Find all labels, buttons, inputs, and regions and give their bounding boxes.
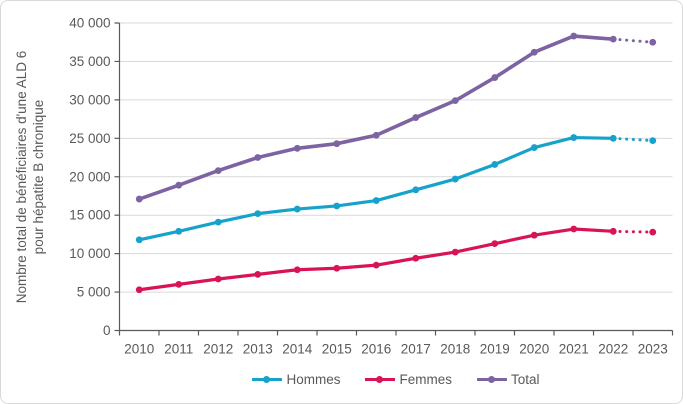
data-point-total-2020 — [530, 48, 538, 56]
data-point-total-2017 — [412, 114, 420, 121]
data-point-hommes-2010 — [135, 236, 143, 244]
x-tick-label: 2021 — [559, 342, 589, 357]
data-point-femmes-2011 — [175, 280, 183, 288]
data-point-hommes-2013 — [254, 210, 262, 218]
data-point-total-2021 — [570, 32, 578, 40]
data-point-total-2013 — [254, 154, 262, 161]
series-dotted-segment-total — [611, 37, 655, 44]
data-point-total-2015 — [333, 140, 341, 148]
data-point-total-2014 — [293, 144, 301, 152]
data-point-hommes-2017 — [412, 186, 420, 194]
series-dotted-segment-hommes — [611, 136, 655, 143]
series-dotted-segment-femmes — [611, 229, 655, 234]
data-point-total-2016 — [372, 131, 380, 139]
y-tick-label: 25 000 — [69, 131, 110, 146]
x-tick-label: 2018 — [440, 342, 470, 357]
data-point-hommes-2023 — [649, 137, 657, 145]
x-tick-label: 2014 — [282, 342, 313, 357]
data-point-total-2010 — [135, 195, 143, 203]
data-point-femmes-2022 — [609, 227, 617, 235]
data-point-hommes-2012 — [214, 218, 222, 226]
data-point-femmes-2016 — [372, 261, 380, 269]
data-point-femmes-2015 — [333, 264, 341, 272]
data-point-femmes-2013 — [254, 270, 262, 278]
x-tick-label: 2010 — [124, 342, 154, 357]
x-tick-label: 2023 — [638, 342, 668, 357]
data-point-hommes-2018 — [451, 175, 459, 183]
data-point-femmes-2017 — [412, 254, 420, 262]
x-tick-label: 2012 — [203, 342, 233, 357]
legend-item-total: Total — [477, 372, 540, 387]
data-point-hommes-2020 — [530, 144, 538, 151]
data-point-total-2018 — [451, 97, 459, 105]
series-line-femmes — [139, 227, 614, 292]
data-point-total-2022 — [609, 35, 617, 43]
legend-marker-total-icon — [477, 375, 507, 384]
data-point-hommes-2014 — [293, 205, 301, 213]
x-tick-label: 2020 — [519, 342, 549, 357]
x-tick-label: 2017 — [401, 342, 431, 357]
series-line-hommes — [138, 135, 614, 242]
legend-label-femmes: Femmes — [399, 371, 452, 387]
data-point-femmes-2014 — [293, 266, 301, 274]
data-point-total-2012 — [214, 167, 222, 175]
y-tick-label: 10 000 — [69, 246, 110, 261]
data-point-femmes-2021 — [570, 225, 578, 233]
y-tick-label: 20 000 — [69, 169, 110, 184]
legend-item-femmes: Femmes — [365, 372, 452, 387]
y-tick-label: 5 000 — [77, 285, 111, 300]
data-point-femmes-2023 — [649, 228, 657, 236]
data-point-femmes-2020 — [530, 231, 538, 239]
legend-item-hommes: Hommes — [252, 372, 340, 387]
x-tick-label: 2011 — [164, 342, 193, 357]
y-tick-label: 35 000 — [69, 54, 110, 69]
legend-marker-femmes-icon — [365, 375, 396, 384]
data-point-hommes-2015 — [333, 202, 341, 210]
data-point-total-2023 — [649, 38, 657, 46]
data-point-hommes-2022 — [609, 134, 617, 142]
x-tick-label: 2019 — [480, 342, 510, 357]
y-tick-label: 30 000 — [69, 92, 110, 107]
y-tick-label: 40 000 — [69, 16, 110, 31]
data-point-femmes-2019 — [491, 240, 499, 248]
data-point-hommes-2021 — [570, 134, 578, 141]
data-point-hommes-2019 — [491, 161, 499, 168]
x-tick-label: 2016 — [361, 342, 391, 357]
data-point-total-2011 — [175, 181, 183, 189]
data-point-hommes-2011 — [175, 227, 183, 235]
x-tick-label: 2015 — [322, 342, 352, 357]
legend-marker-hommes-icon — [252, 375, 283, 384]
legend-label-total: Total — [511, 371, 540, 387]
x-tick-label: 2013 — [243, 342, 273, 357]
y-tick-label: 0 — [103, 323, 111, 338]
x-tick-label: 2022 — [598, 342, 628, 357]
data-point-femmes-2012 — [214, 275, 222, 283]
series-line-total — [138, 34, 614, 201]
chart-legend: Hommes Femmes Total — [119, 369, 673, 389]
data-point-hommes-2016 — [372, 197, 380, 204]
data-point-femmes-2010 — [135, 286, 143, 294]
legend-label-hommes: Hommes — [286, 371, 341, 387]
y-tick-label: 15 000 — [69, 208, 110, 223]
data-point-total-2019 — [491, 74, 499, 81]
data-point-femmes-2018 — [451, 248, 459, 256]
